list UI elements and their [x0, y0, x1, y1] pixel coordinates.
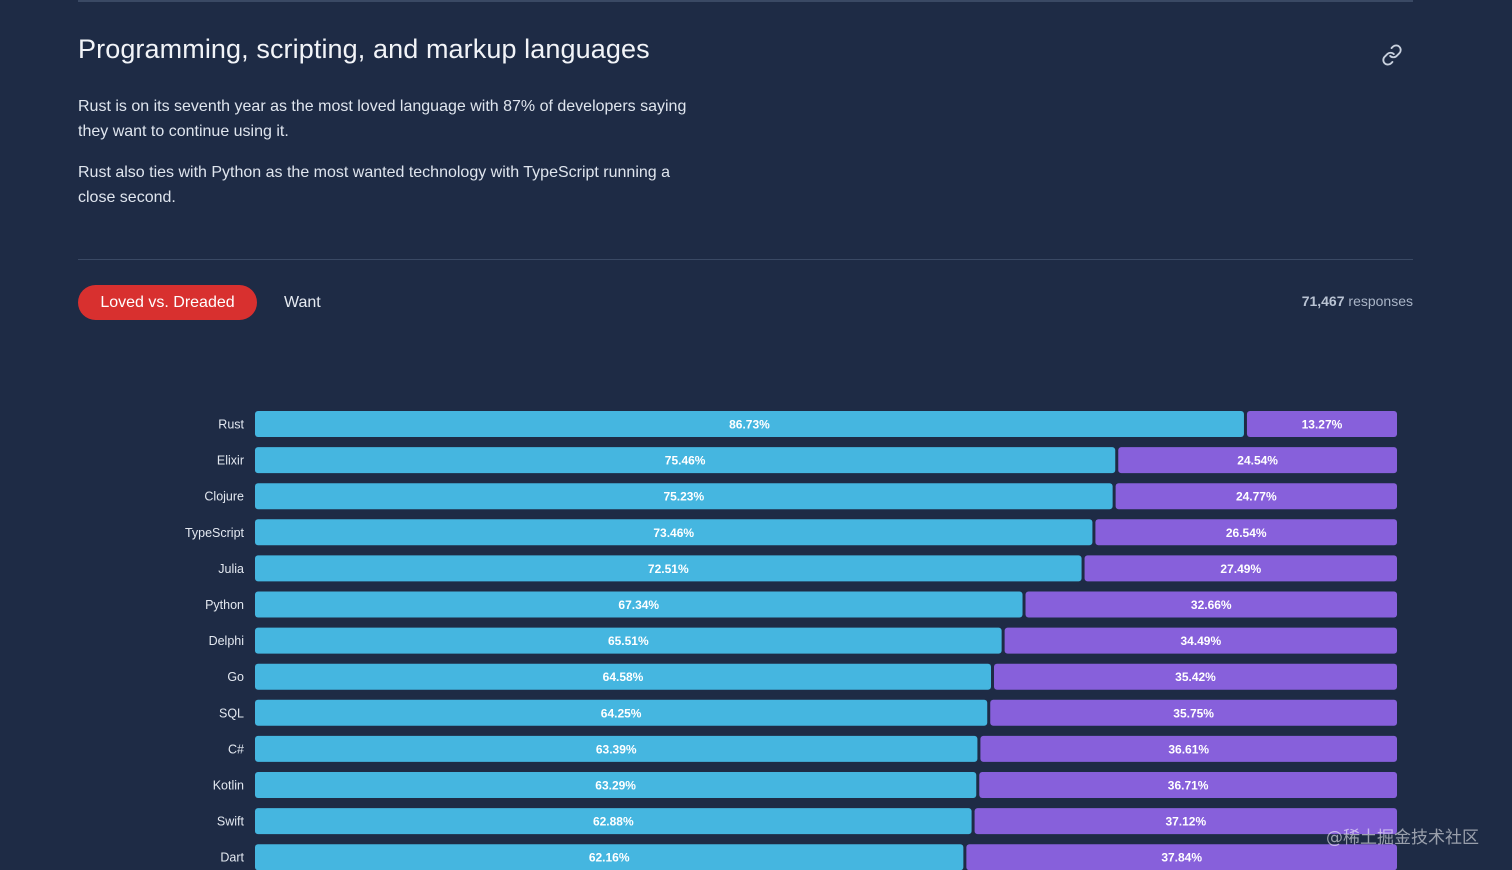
category-label: Dart	[220, 851, 244, 865]
category-label: Elixir	[217, 454, 244, 468]
bar-loved[interactable]	[255, 808, 972, 835]
tab-loved-vs-dreaded[interactable]: Loved vs. Dreaded	[78, 285, 257, 320]
bar-loved[interactable]	[255, 627, 1002, 654]
bar-loved[interactable]	[255, 735, 978, 762]
category-label: Kotlin	[213, 779, 244, 793]
category-label: Swift	[217, 815, 245, 829]
bar-dreaded[interactable]	[974, 808, 1397, 835]
bar-loved[interactable]	[255, 411, 1244, 437]
tab-want[interactable]: Want	[284, 294, 321, 311]
bar-dreaded[interactable]	[1025, 591, 1397, 618]
bar-dreaded[interactable]	[1115, 483, 1397, 510]
bar-dreaded[interactable]	[1118, 447, 1397, 474]
bar-dreaded[interactable]	[1084, 555, 1397, 582]
bar-dreaded[interactable]	[990, 699, 1397, 726]
responses-number: 71,467	[1301, 293, 1345, 309]
category-label: TypeScript	[185, 526, 245, 540]
bar-loved[interactable]	[255, 591, 1023, 618]
bar-loved[interactable]	[255, 519, 1093, 546]
bar-loved[interactable]	[255, 844, 964, 870]
top-divider	[78, 0, 1413, 2]
category-label: C#	[228, 742, 244, 756]
section-title: Programming, scripting, and markup langu…	[78, 34, 650, 64]
description-paragraph: Rust is on its seventh year as the most …	[78, 98, 687, 140]
responses-label: responses	[1348, 293, 1413, 309]
bar-loved[interactable]	[255, 483, 1113, 510]
description-paragraph: Rust also ties with Python as the most w…	[78, 164, 671, 206]
category-label: Rust	[218, 418, 244, 432]
bar-dreaded[interactable]	[966, 844, 1397, 870]
bar-loved[interactable]	[255, 555, 1082, 582]
bar-dreaded[interactable]	[980, 735, 1397, 762]
watermark: @稀土掘金技术社区	[1326, 828, 1479, 848]
bar-dreaded[interactable]	[1004, 627, 1397, 654]
responses-count: 71,467 responses	[1302, 293, 1413, 309]
category-label: Julia	[218, 562, 244, 576]
category-label: SQL	[219, 706, 244, 720]
bar-dreaded[interactable]	[1095, 519, 1397, 546]
bar-loved[interactable]	[255, 772, 977, 798]
category-label: Delphi	[209, 634, 244, 648]
bar-dreaded[interactable]	[979, 772, 1397, 798]
bar-loved[interactable]	[255, 663, 992, 690]
link-icon[interactable]	[1381, 44, 1403, 66]
bar-loved[interactable]	[255, 699, 988, 726]
bar-dreaded[interactable]	[994, 663, 1397, 690]
bar-loved[interactable]	[255, 447, 1116, 474]
category-label: Go	[227, 670, 244, 684]
category-label: Python	[205, 598, 244, 612]
section-divider	[78, 259, 1413, 260]
bar-dreaded[interactable]	[1246, 411, 1397, 437]
category-label: Clojure	[204, 490, 244, 504]
